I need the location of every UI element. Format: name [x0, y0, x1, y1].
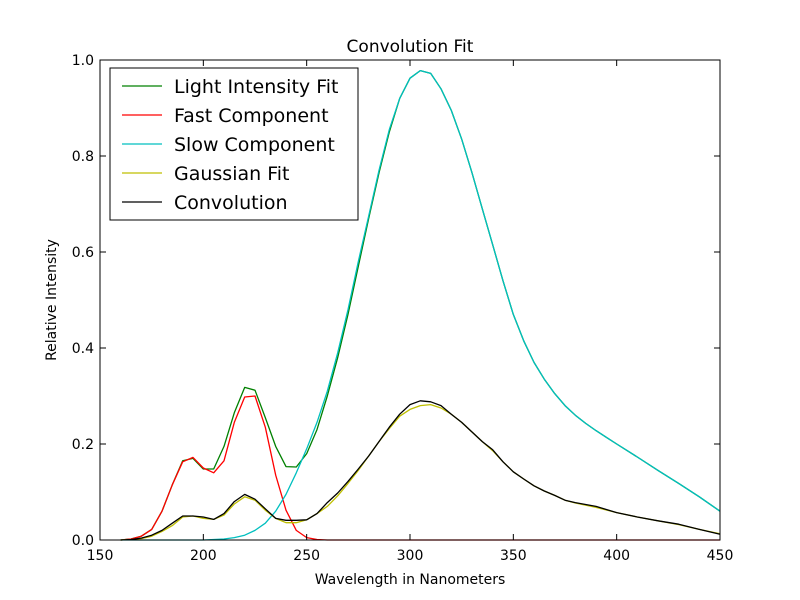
- chart-title: Convolution Fit: [347, 37, 474, 57]
- legend-label-0: Light Intensity Fit: [174, 76, 338, 98]
- y-tick-label: 1.0: [72, 53, 94, 69]
- y-tick-label: 0.8: [72, 149, 94, 165]
- legend: Light Intensity Fit Fast Component Slow Co…: [109, 67, 359, 221]
- x-tick-label: 450: [707, 548, 734, 564]
- y-tick-label: 0.2: [72, 437, 94, 453]
- x-tick-label: 150: [87, 548, 114, 564]
- legend-label-3: Gaussian Fit: [174, 163, 289, 185]
- legend-label-1: Fast Component: [174, 105, 329, 127]
- legend-label-4: Convolution: [174, 192, 288, 214]
- y-axis: 0.0 0.2 0.4 0.6 0.8 1.0: [72, 53, 720, 549]
- y-tick-label: 0.0: [72, 533, 94, 549]
- y-tick-label: 0.4: [72, 341, 94, 357]
- series-line-4: [120, 400, 721, 541]
- x-tick-label: 350: [500, 548, 527, 564]
- x-tick-label: 300: [397, 548, 424, 564]
- y-axis-label: Relative Intensity: [44, 239, 60, 361]
- x-tick-label: 200: [190, 548, 217, 564]
- series-line-2: [120, 69, 721, 541]
- x-axis-label: Wavelength in Nanometers: [315, 572, 506, 588]
- y-tick-label: 0.6: [72, 245, 94, 261]
- plot-lines: [120, 69, 721, 541]
- x-tick-label: 400: [603, 548, 630, 564]
- x-tick-label: 250: [293, 548, 320, 564]
- x-axis: 150 200 250 300 350 400 450: [87, 60, 734, 564]
- legend-label-2: Slow Component: [174, 134, 335, 156]
